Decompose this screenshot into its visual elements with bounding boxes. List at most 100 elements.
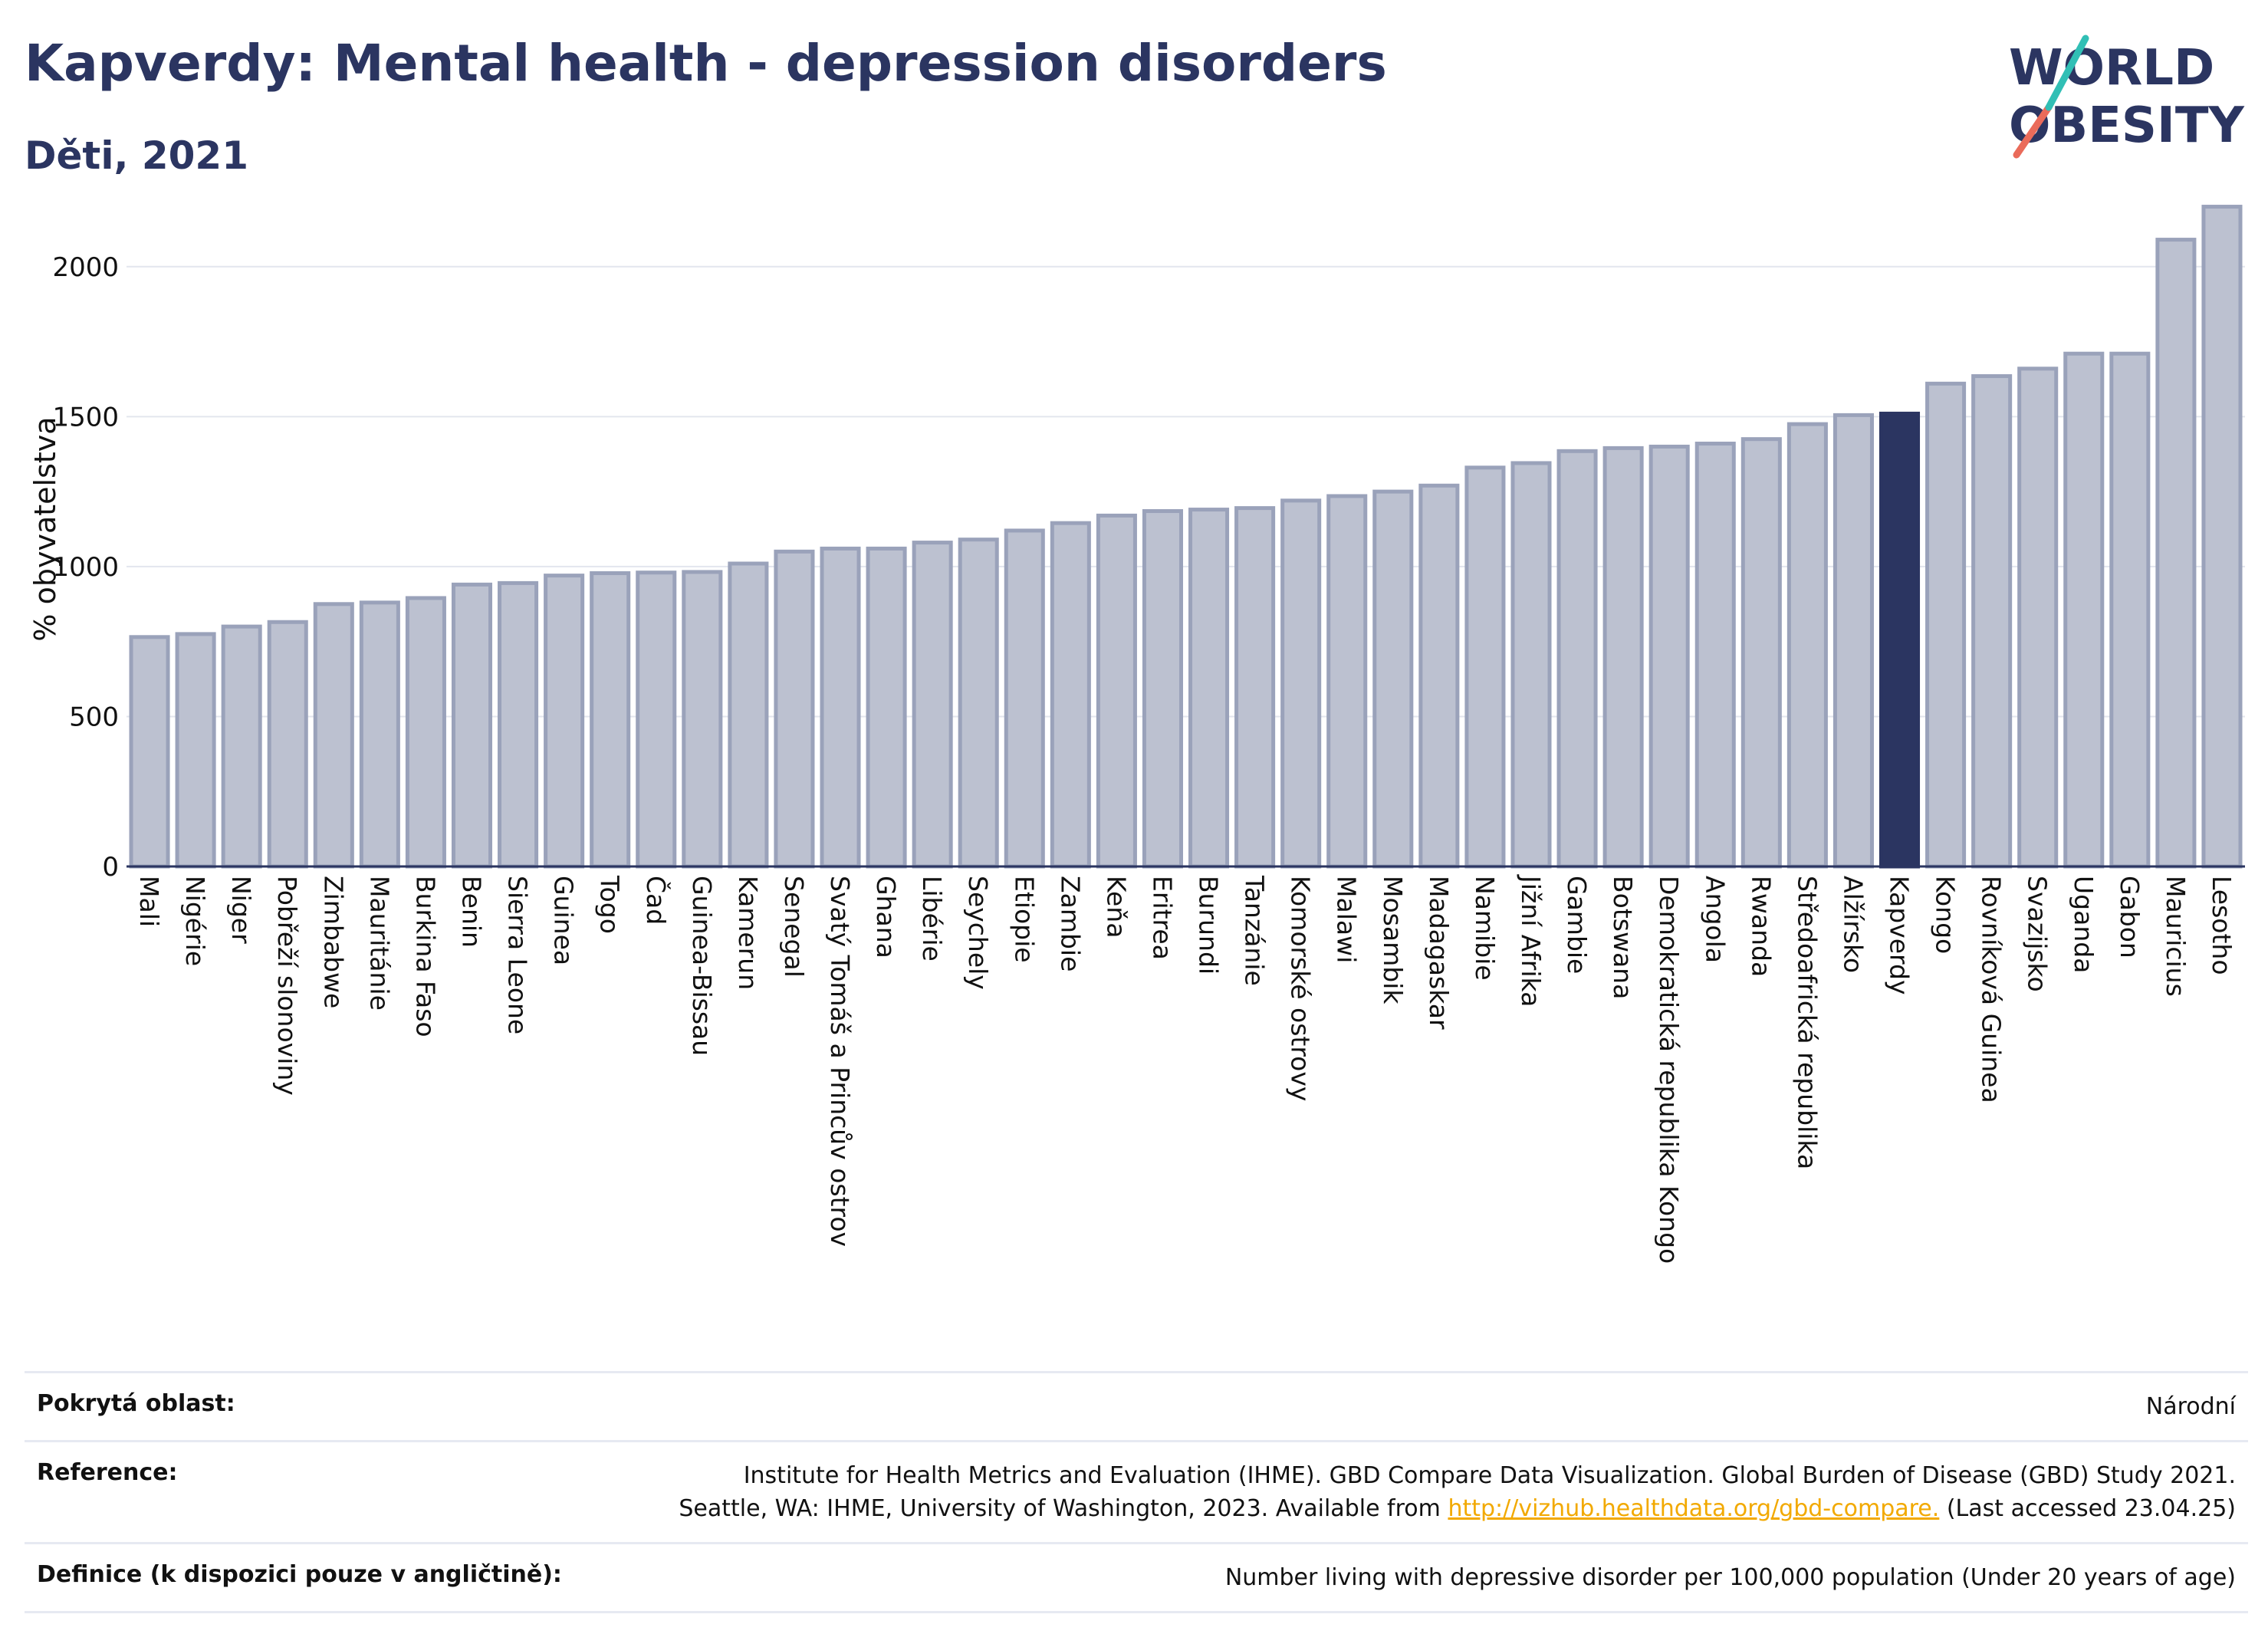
x-tick-label: Mosambik <box>1378 876 1408 1004</box>
bar-0 <box>129 635 170 869</box>
x-tick-label: Sierra Leone <box>503 876 533 1034</box>
reference-value: Institute for Health Metrics and Evaluat… <box>679 1459 2236 1525</box>
reference-line2: Seattle, WA: IHME, University of Washing… <box>679 1492 2236 1525</box>
x-tick-label: Seychely <box>963 876 993 990</box>
bar-13 <box>728 561 769 869</box>
x-tick-label: Namibie <box>1470 876 1500 981</box>
x-tick-label: Zambie <box>1055 876 1085 972</box>
chart-subtitle: Děti, 2021 <box>25 133 249 178</box>
x-tick-label: Keňa <box>1101 876 1131 938</box>
bar-34 <box>1694 442 1736 869</box>
bar-14 <box>774 549 815 869</box>
bar-38 <box>1878 411 1921 869</box>
x-tick-label: Čad <box>641 876 672 925</box>
x-tick-label: Ghana <box>871 876 901 958</box>
bar-21 <box>1096 513 1137 869</box>
x-tick-label: Gambie <box>1562 876 1592 974</box>
bar-15 <box>820 546 861 869</box>
y-tick-label: 1000 <box>52 552 119 583</box>
bar-chart: 0 500 1000 1500 2000 % obyvatelstva Mali Nigéri… <box>28 205 2245 1264</box>
bar-39 <box>1925 381 1967 869</box>
bar-10 <box>590 570 631 869</box>
bar-22 <box>1142 509 1183 869</box>
x-tick-label: Niger <box>226 876 256 944</box>
bar-8 <box>498 580 539 869</box>
x-tick-label: Tanzánie <box>1240 875 1270 986</box>
y-tick-label: 2000 <box>52 252 119 283</box>
coverage-label: Pokrytá oblast: <box>37 1390 235 1417</box>
reference-line1: Institute for Health Metrics and Evaluat… <box>743 1462 2236 1489</box>
y-tick-label: 500 <box>69 702 119 732</box>
x-tick-label: Rovníková Guinea <box>1977 876 2007 1103</box>
bar-24 <box>1234 506 1276 869</box>
bar-17 <box>912 541 953 869</box>
footer-table: Pokrytá oblast: Národní Reference: Insti… <box>25 1371 2248 1613</box>
y-axis-label: % obyvatelstva <box>28 416 62 641</box>
x-tick-label: Malawi <box>1332 876 1362 963</box>
x-tick-label: Madagaskar <box>1424 876 1454 1030</box>
footer-row-reference: Reference: Institute for Health Metrics … <box>25 1440 2248 1542</box>
x-tick-label: Lesotho <box>2207 876 2237 975</box>
x-tick-label: Mauricius <box>2161 876 2191 997</box>
bar-5 <box>359 600 400 869</box>
bar-9 <box>544 574 585 869</box>
x-tick-label: Zimbabwe <box>318 876 348 1008</box>
x-tick-label: Etiopie <box>1009 876 1039 963</box>
x-tick-label: Gabon <box>2115 876 2145 958</box>
x-tick-label: Guinea-Bissau <box>687 876 717 1056</box>
x-tick-label: Uganda <box>2069 876 2099 973</box>
x-tick-label: Kamerun <box>733 876 763 990</box>
bar-41 <box>2017 367 2059 869</box>
reference-link[interactable]: http://vizhub.healthdata.org/gbd-compare… <box>1448 1495 1940 1522</box>
x-tick-label: Libérie <box>917 876 947 962</box>
x-tick-label: Mali <box>134 876 164 927</box>
bar-18 <box>958 538 999 869</box>
bar-31 <box>1556 449 1598 869</box>
x-tick-label: Nigérie <box>180 876 210 966</box>
x-tick-label: Guinea <box>549 876 579 965</box>
x-tick-label: Svazijsko <box>2023 876 2053 992</box>
bar-3 <box>267 620 308 869</box>
world-obesity-logo: WORLD OBESITY <box>2009 35 2244 159</box>
reference-label: Reference: <box>37 1459 178 1486</box>
reference-accessed: (Last accessed 23.04.25) <box>1939 1495 2236 1522</box>
x-tick-label: Demokratická republika Kongo <box>1654 876 1684 1264</box>
x-tick-label: Botswana <box>1608 876 1638 999</box>
x-tick-label: Rwanda <box>1746 876 1776 977</box>
bar-11 <box>636 570 677 869</box>
bar-12 <box>682 570 723 869</box>
bar-1 <box>175 632 216 869</box>
x-tick-label: Burkina Faso <box>410 876 440 1037</box>
x-tick-label: Pobřeží slonoviny <box>272 876 302 1096</box>
chart-title: Kapverdy: Mental health - depression dis… <box>25 34 1387 93</box>
bar-37 <box>1832 413 1874 869</box>
bar-6 <box>405 596 446 869</box>
bar-23 <box>1188 508 1230 869</box>
x-tick-label: Středoafrická republika <box>1792 876 1822 1169</box>
bar-2 <box>221 624 262 869</box>
bar-33 <box>1648 444 1690 869</box>
y-tick-label: 0 <box>102 852 119 883</box>
bar-7 <box>451 582 493 869</box>
x-tick-label: Eritrea <box>1147 876 1177 960</box>
reference-line2-text: Seattle, WA: IHME, University of Washing… <box>679 1495 1441 1522</box>
bar-36 <box>1786 422 1828 869</box>
bar-29 <box>1464 465 1506 869</box>
y-tick-label: 1500 <box>52 402 119 432</box>
definition-value: Number living with depressive disorder p… <box>1224 1564 2236 1591</box>
footer-row-definition: Definice (k dispozici pouze v angličtině… <box>25 1542 2248 1613</box>
x-tick-label: Alžírsko <box>1838 876 1868 973</box>
bar-19 <box>1004 528 1045 869</box>
x-tick-label: Jižní Afrika <box>1516 874 1546 1007</box>
coverage-value: Národní <box>2145 1393 2236 1420</box>
bar-35 <box>1740 437 1782 869</box>
bar-25 <box>1280 498 1322 869</box>
bar-30 <box>1510 461 1552 869</box>
bar-28 <box>1418 483 1460 869</box>
x-tick-label: Svatý Tomáš a Princův ostrov <box>825 876 855 1247</box>
bar-20 <box>1050 521 1091 869</box>
bar-45 <box>2201 205 2243 869</box>
x-tick-label: Burundi <box>1194 876 1224 975</box>
bar-43 <box>2109 351 2151 869</box>
logo-line1: WORLD <box>2009 40 2214 97</box>
